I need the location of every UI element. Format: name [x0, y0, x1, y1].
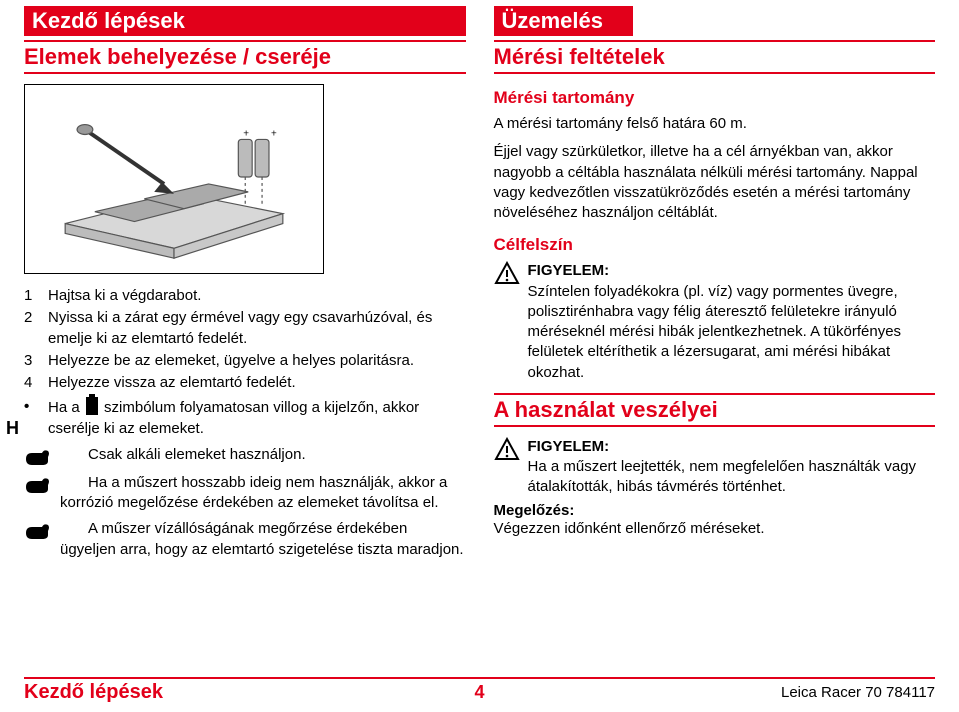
margin-letter: H — [6, 418, 19, 439]
note-row: Ha a műszert hosszabb ideig nem használj… — [24, 473, 466, 514]
footer-right: Leica Racer 70 784117 — [500, 684, 936, 701]
footer-left: Kezdő lépések — [24, 681, 460, 704]
warning-triangle-icon — [494, 437, 520, 461]
warning-row: FIGYELEM:Színtelen folyadékokra (pl. víz… — [494, 261, 936, 383]
section-bar-left: Kezdő lépések — [24, 6, 466, 36]
note-row: A műszer vízállóságának megőrzése érdeké… — [24, 519, 466, 560]
heading-right: Mérési feltételek — [494, 40, 936, 74]
right-column: Üzemelés Mérési feltételek Mérési tartom… — [494, 6, 936, 677]
step-list: 1Hajtsa ki a végdarabot. 2Nyissa ki a zá… — [24, 286, 466, 395]
sub-target: Célfelszín — [494, 235, 936, 255]
list-item: 2Nyissa ki a zárat egy érmével vagy egy … — [24, 308, 466, 349]
prevent-body: Végezzen időnként ellenőrző méréseket. — [494, 519, 936, 539]
section-bar-right: Üzemelés — [494, 6, 634, 36]
warning-triangle-icon — [494, 261, 520, 285]
list-item: 1Hajtsa ki a végdarabot. — [24, 286, 466, 306]
danger-heading: A használat veszélyei — [494, 393, 936, 427]
battery-icon — [86, 397, 98, 415]
footer-page-number: 4 — [460, 682, 500, 703]
footer: Kezdő lépések 4 Leica Racer 70 784117 — [0, 677, 959, 712]
prevent-label: Megelőzés: — [494, 502, 936, 519]
svg-text:+: + — [271, 128, 277, 139]
range-p2: Éjjel vagy szürkületkor, illetve ha a cé… — [494, 142, 936, 223]
warning-row: FIGYELEM:Ha a műszert leejtették, nem me… — [494, 437, 936, 498]
battery-illustration: + + — [24, 84, 324, 274]
range-p1: A mérési tartomány felső határa 60 m. — [494, 114, 936, 134]
list-item: 3Helyezze be az elemeket, ügyelve a hely… — [24, 351, 466, 371]
left-column: Kezdő lépések Elemek behelyezése / cseré… — [24, 6, 466, 677]
hand-pointer-icon — [24, 473, 52, 495]
hand-pointer-icon — [24, 445, 52, 467]
heading-left: Elemek behelyezése / cseréje — [24, 40, 466, 74]
list-item: 4Helyezze vissza az elemtartó fedelét. — [24, 373, 466, 393]
sub-range: Mérési tartomány — [494, 88, 936, 108]
svg-text:+: + — [243, 128, 249, 139]
hand-pointer-icon — [24, 519, 52, 541]
note-row: Csak alkáli elemeket használjon. — [24, 445, 466, 467]
battery-bullet: • Ha a szimbólum folyamatosan villog a k… — [24, 397, 466, 439]
